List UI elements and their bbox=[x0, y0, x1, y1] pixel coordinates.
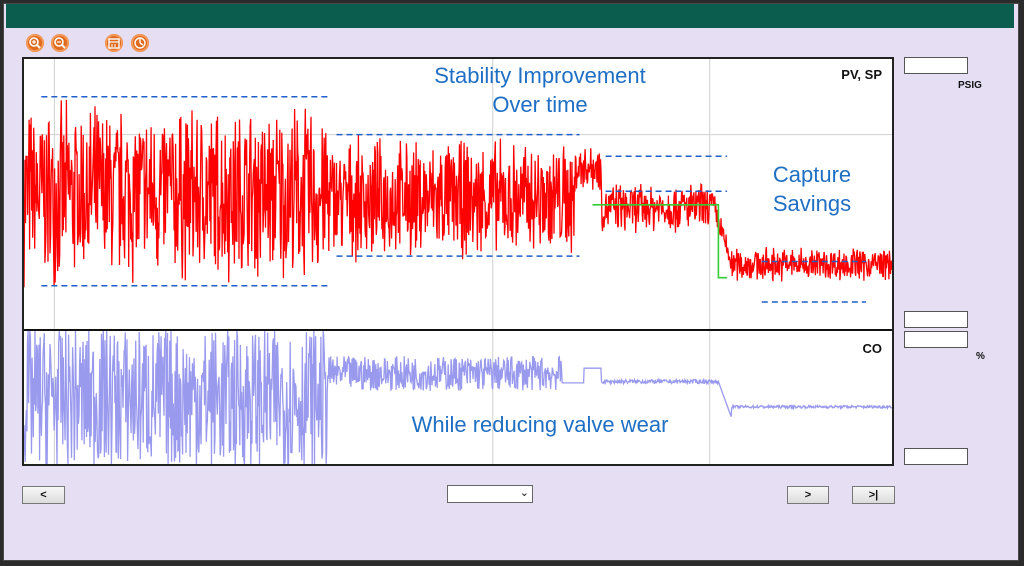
co-panel-label: CO bbox=[863, 341, 883, 356]
co-high-box bbox=[904, 311, 968, 328]
zoom-out-icon[interactable] bbox=[51, 34, 69, 52]
annotation-capture-line1: Capture bbox=[773, 162, 851, 187]
zoom-in-icon[interactable] bbox=[26, 34, 44, 52]
pv-sp-panel-label: PV, SP bbox=[841, 67, 882, 82]
sp-series-line bbox=[592, 204, 728, 279]
pv-series-line bbox=[24, 99, 892, 288]
pv-value-box bbox=[904, 57, 968, 74]
last-button[interactable]: >| bbox=[852, 486, 895, 504]
annotation-valve-wear: While reducing valve wear bbox=[412, 412, 669, 437]
prev-button[interactable]: < bbox=[22, 486, 65, 504]
co-low-box bbox=[904, 448, 968, 465]
annotation-stability-line2: Over time bbox=[492, 92, 587, 117]
annotation-capture-line2: Savings bbox=[773, 191, 851, 216]
calendar-icon[interactable] bbox=[105, 34, 123, 52]
trend-chart-svg: PV, SP CO Stability Improvement Over tim… bbox=[24, 59, 892, 464]
chevron-down-icon: ⌄ bbox=[519, 487, 529, 499]
clock-icon[interactable] bbox=[131, 34, 149, 52]
annotation-stability-line1: Stability Improvement bbox=[434, 63, 646, 88]
co-series-line bbox=[24, 330, 892, 464]
co-value-box bbox=[904, 331, 968, 348]
time-range-select[interactable]: ⌄ bbox=[447, 485, 533, 503]
co-unit-label: % bbox=[976, 351, 985, 362]
next-button[interactable]: > bbox=[787, 486, 829, 504]
title-bar bbox=[6, 4, 1014, 28]
pv-unit-label: PSIG bbox=[958, 80, 982, 91]
trend-chart: PV, SP CO Stability Improvement Over tim… bbox=[22, 57, 894, 466]
